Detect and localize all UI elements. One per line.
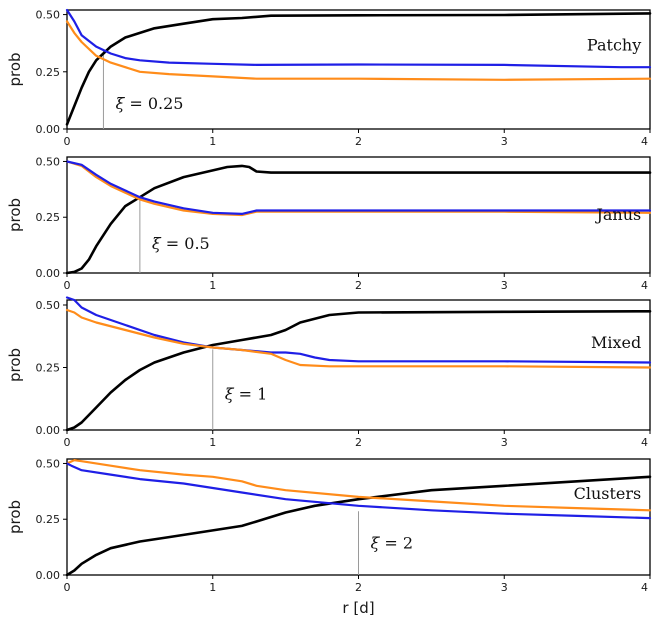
x-tick-label: 3 (501, 581, 508, 594)
y-tick-label: 0.50 (36, 457, 61, 470)
x-tick-label: 3 (501, 279, 508, 292)
y-tick-label: 0.50 (36, 155, 61, 168)
series-line-blue (65, 462, 652, 520)
y-tick-label: 0.00 (36, 123, 61, 136)
x-tick-label: 2 (355, 436, 362, 449)
series-line-orange (65, 459, 652, 512)
y-tick-label: 0.50 (36, 299, 61, 312)
series-line-blue (65, 296, 652, 364)
xi-annotation: ξ = 0.25 (115, 94, 183, 113)
panel-label: Clusters (574, 484, 642, 503)
y-tick-label: 0.25 (36, 513, 61, 526)
y-tick-label: 0.25 (36, 211, 61, 224)
y-tick-label: 0.25 (36, 362, 61, 375)
xi-annotation: ξ = 2 (371, 534, 414, 553)
x-tick-label: 0 (64, 436, 71, 449)
plot-frame (66, 156, 651, 274)
panel-mixed: 0.00 0.25 0.50 0 1 2 3 4 prob Mixed ξ = 1 (6, 296, 652, 449)
panel-label: Mixed (591, 333, 641, 352)
x-tick-label: 3 (501, 436, 508, 449)
y-axis-label: prob (6, 500, 24, 534)
x-tick-label: 1 (209, 581, 216, 594)
plot-frame (66, 299, 651, 431)
series-line-orange (65, 308, 652, 369)
panel-label: Janus (594, 205, 641, 224)
panel-janus: 0.00 0.25 0.50 0 1 2 3 4 prob Janus ξ = 0.5 (6, 155, 652, 292)
series-line-blue (65, 160, 652, 215)
xi-annotation: ξ = 0.5 (152, 234, 210, 253)
x-tick-label: 4 (641, 436, 648, 449)
x-tick-label: 3 (501, 135, 508, 148)
x-tick-label: 1 (209, 279, 216, 292)
y-tick-label: 0.25 (36, 66, 61, 79)
x-tick-label: 2 (355, 135, 362, 148)
x-tick-label: 0 (64, 135, 71, 148)
x-tick-label: 4 (641, 279, 648, 292)
x-tick-label: 0 (64, 581, 71, 594)
y-axis-label: prob (6, 198, 24, 232)
x-tick-label: 4 (641, 135, 648, 148)
y-tick-label: 0.50 (36, 9, 61, 22)
panel-clusters: 0.00 0.25 0.50 0 1 2 3 4 prob Clusters ξ = 2 r [d] (6, 457, 652, 617)
y-axis-label: prob (6, 348, 24, 382)
y-tick-label: 0.00 (36, 424, 61, 437)
series-line-orange (65, 160, 652, 217)
x-tick-label: 2 (355, 581, 362, 594)
y-axis-label: prob (6, 52, 24, 86)
series-line-black (65, 12, 652, 126)
x-tick-label: 1 (209, 436, 216, 449)
x-tick-label: 0 (64, 279, 71, 292)
xi-annotation: ξ = 1 (225, 385, 268, 404)
y-tick-label: 0.00 (36, 569, 61, 582)
x-tick-label: 1 (209, 135, 216, 148)
series-line-blue (65, 8, 652, 69)
x-tick-label: 2 (355, 279, 362, 292)
series-line-black (65, 164, 652, 275)
panel-label: Patchy (587, 36, 641, 55)
series-line-orange (65, 20, 652, 81)
series-line-black (65, 475, 652, 577)
panel-patchy: 0.00 0.25 0.50 0 1 2 3 4 prob Patchy ξ = 0.25 (6, 8, 652, 148)
y-tick-label: 0.00 (36, 267, 61, 280)
x-tick-label: 4 (641, 581, 648, 594)
x-axis-label: r [d] (342, 599, 374, 617)
series-line-black (65, 310, 652, 432)
